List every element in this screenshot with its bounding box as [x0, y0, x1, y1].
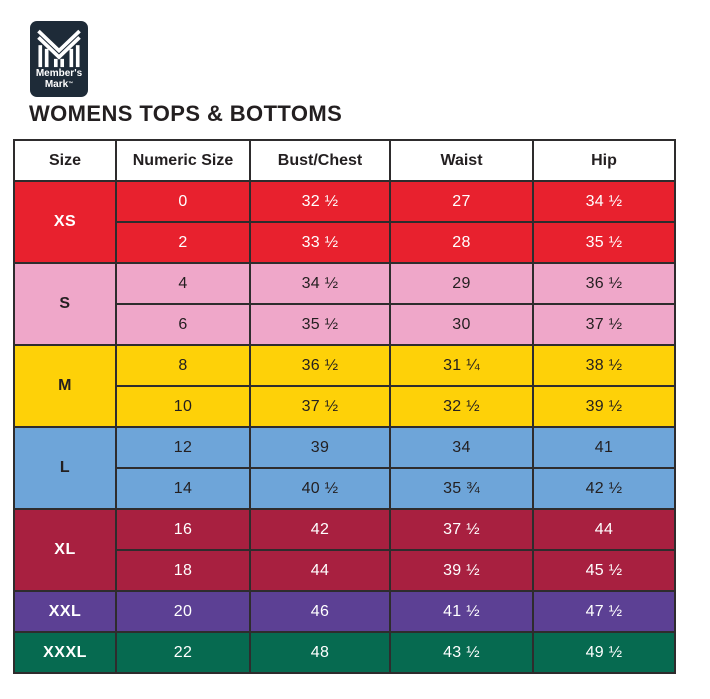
column-header-hip: Hip: [532, 139, 676, 182]
size-row-m-8: M 8 36 ½ 31 ¼ 38 ½: [13, 344, 676, 428]
bust-chest-cell: 42: [249, 508, 391, 551]
waist-cell: 39 ½: [389, 549, 534, 592]
column-header-size: Size: [13, 139, 117, 182]
numeric-size-cell: 4: [115, 262, 251, 305]
members-mark-logo: Member's Mark™: [30, 21, 88, 97]
waist-cell: 41 ½: [389, 590, 534, 633]
hip-cell: 45 ½: [532, 549, 676, 592]
hip-cell: 44: [532, 508, 676, 551]
hip-cell: 41: [532, 426, 676, 469]
numeric-size-cell: 18: [115, 549, 251, 592]
size-row-xxxl-22: XXXL 22 48 43 ½ 49 ½: [13, 631, 676, 674]
header-row: Size Numeric Size Bust/Chest Waist Hip: [13, 139, 676, 182]
column-header-waist: Waist: [389, 139, 534, 182]
bust-chest-cell: 39: [249, 426, 391, 469]
hip-cell: 34 ½: [532, 180, 676, 223]
size-row-xl-16: XL 16 42 37 ½ 44: [13, 508, 676, 592]
bust-chest-cell: 33 ½: [249, 221, 391, 264]
numeric-size-cell: 20: [115, 590, 251, 633]
bust-chest-cell: 40 ½: [249, 467, 391, 510]
numeric-size-cell: 6: [115, 303, 251, 346]
waist-cell: 27: [389, 180, 534, 223]
size-row-xs-0: XS 0 32 ½ 27 34 ½: [13, 180, 676, 264]
page-title: WOMENS TOPS & BOTTOMS: [29, 101, 343, 126]
bust-chest-cell: 44: [249, 549, 391, 592]
waist-cell: 43 ½: [389, 631, 534, 674]
size-row-l-14: 14 40 ½ 35 ¾ 42 ½: [14, 467, 676, 510]
waist-cell: 31 ¼: [389, 344, 534, 387]
bust-chest-cell: 37 ½: [249, 385, 391, 428]
size-row-xs-2: 2 33 ½ 28 35 ½: [14, 221, 676, 264]
hip-cell: 47 ½: [532, 590, 676, 633]
numeric-size-cell: 14: [115, 467, 251, 510]
waist-cell: 37 ½: [389, 508, 534, 551]
size-row-s-6: 6 35 ½ 30 37 ½: [14, 303, 676, 346]
numeric-size-cell: 16: [115, 508, 251, 551]
waist-cell: 32 ½: [389, 385, 534, 428]
size-row-xxl-20: XXL 20 46 41 ½ 47 ½: [13, 590, 676, 633]
size-row-m-10: 10 37 ½ 32 ½ 39 ½: [14, 385, 676, 428]
waist-cell: 29: [389, 262, 534, 305]
hip-cell: 35 ½: [532, 221, 676, 264]
size-chart-body: XS 0 32 ½ 27 34 ½ 2 33 ½ 28 35 ½ S 4 34 ½ 29 36 ½ 6 35 …: [13, 180, 676, 674]
numeric-size-cell: 8: [115, 344, 251, 387]
hip-cell: 42 ½: [532, 467, 676, 510]
size-label-xxxl: XXXL: [13, 631, 117, 674]
numeric-size-cell: 22: [115, 631, 251, 674]
hip-cell: 38 ½: [532, 344, 676, 387]
size-label-s: S: [13, 262, 117, 346]
bust-chest-cell: 32 ½: [249, 180, 391, 223]
logo-brand-line2: Mark™: [44, 79, 74, 90]
waist-cell: 30: [389, 303, 534, 346]
waist-cell: 34: [389, 426, 534, 469]
hip-cell: 36 ½: [532, 262, 676, 305]
numeric-size-cell: 10: [115, 385, 251, 428]
column-header-numeric-size: Numeric Size: [115, 139, 251, 182]
size-label-m: M: [13, 344, 117, 428]
size-chart-table: Size Numeric Size Bust/Chest Waist Hip X…: [13, 139, 676, 674]
waist-cell: 35 ¾: [389, 467, 534, 510]
size-label-xxl: XXL: [13, 590, 117, 633]
trademark-symbol: ™: [68, 81, 74, 87]
size-label-xs: XS: [13, 180, 117, 264]
members-mark-m-icon: [37, 29, 81, 68]
size-row-s-4: S 4 34 ½ 29 36 ½: [13, 262, 676, 346]
size-row-xl-18: 18 44 39 ½ 45 ½: [14, 549, 676, 592]
hip-cell: 39 ½: [532, 385, 676, 428]
hip-cell: 49 ½: [532, 631, 676, 674]
numeric-size-cell: 12: [115, 426, 251, 469]
bust-chest-cell: 36 ½: [249, 344, 391, 387]
bust-chest-cell: 35 ½: [249, 303, 391, 346]
size-label-xl: XL: [13, 508, 117, 592]
bust-chest-cell: 48: [249, 631, 391, 674]
size-row-l-12: L 12 39 34 41: [13, 426, 676, 510]
size-label-l: L: [13, 426, 117, 510]
column-header-bust-chest: Bust/Chest: [249, 139, 391, 182]
numeric-size-cell: 0: [115, 180, 251, 223]
waist-cell: 28: [389, 221, 534, 264]
numeric-size-cell: 2: [115, 221, 251, 264]
hip-cell: 37 ½: [532, 303, 676, 346]
bust-chest-cell: 34 ½: [249, 262, 391, 305]
bust-chest-cell: 46: [249, 590, 391, 633]
logo-brand-line1: Member's: [35, 68, 83, 79]
